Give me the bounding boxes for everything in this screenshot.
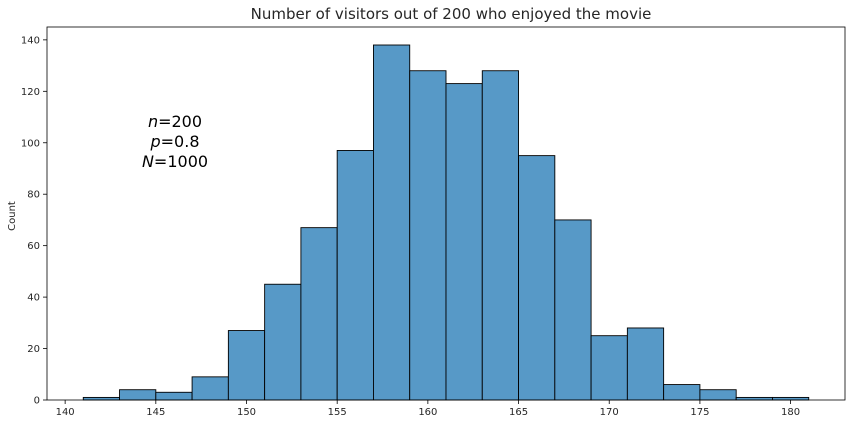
histogram-bar: [481, 70, 519, 401]
histogram-bar: [191, 376, 229, 401]
histogram-bar: [699, 389, 737, 401]
bars-group: [82, 44, 810, 401]
histogram-bar: [663, 384, 701, 401]
y-tick-label: 20: [27, 344, 40, 355]
histogram-bar: [554, 219, 592, 401]
y-tick-label: 0: [34, 396, 40, 407]
x-tick-label: 145: [146, 407, 165, 418]
annotation-line: n=200: [148, 112, 202, 131]
histogram-bar: [626, 327, 665, 401]
x-tick-label: 165: [509, 407, 528, 418]
histogram-bar: [518, 155, 556, 401]
annotation-line: N=1000: [142, 152, 208, 171]
y-tick-label: 60: [27, 241, 40, 252]
histogram-bar: [373, 44, 411, 401]
histogram-bar: [590, 335, 628, 401]
plot-frame: [46, 26, 846, 401]
x-tick-label: 155: [328, 407, 347, 418]
x-tick-label: 175: [690, 407, 709, 418]
histogram-bar: [409, 70, 447, 401]
y-tick-label: 120: [21, 87, 40, 98]
histogram-bar: [300, 227, 338, 401]
x-tick-label: 150: [237, 407, 256, 418]
y-axis-label: Count: [7, 201, 18, 231]
chart-title: Number of visitors out of 200 who enjoye…: [251, 5, 652, 23]
x-tick-label: 160: [418, 407, 437, 418]
x-tick-label: 170: [600, 407, 619, 418]
histogram-bar: [336, 150, 374, 401]
y-tick-label: 40: [27, 293, 40, 304]
histogram-bar: [264, 283, 302, 401]
y-tick-label: 100: [21, 138, 40, 149]
y-axis: 0 20 40 60 80 100 120 140: [21, 35, 47, 407]
histogram-bar: [445, 83, 483, 401]
x-tick-label: 140: [56, 407, 75, 418]
annotation-line: p=0.8: [149, 132, 199, 151]
histogram-bar: [227, 330, 266, 401]
histogram-bar: [155, 391, 193, 401]
y-tick-label: 140: [21, 35, 40, 46]
x-axis: 140 145 150 155 160 165 170 175 180: [56, 400, 800, 418]
x-tick-label: 180: [781, 407, 800, 418]
y-tick-label: 80: [27, 190, 40, 201]
histogram-bar: [119, 389, 157, 401]
